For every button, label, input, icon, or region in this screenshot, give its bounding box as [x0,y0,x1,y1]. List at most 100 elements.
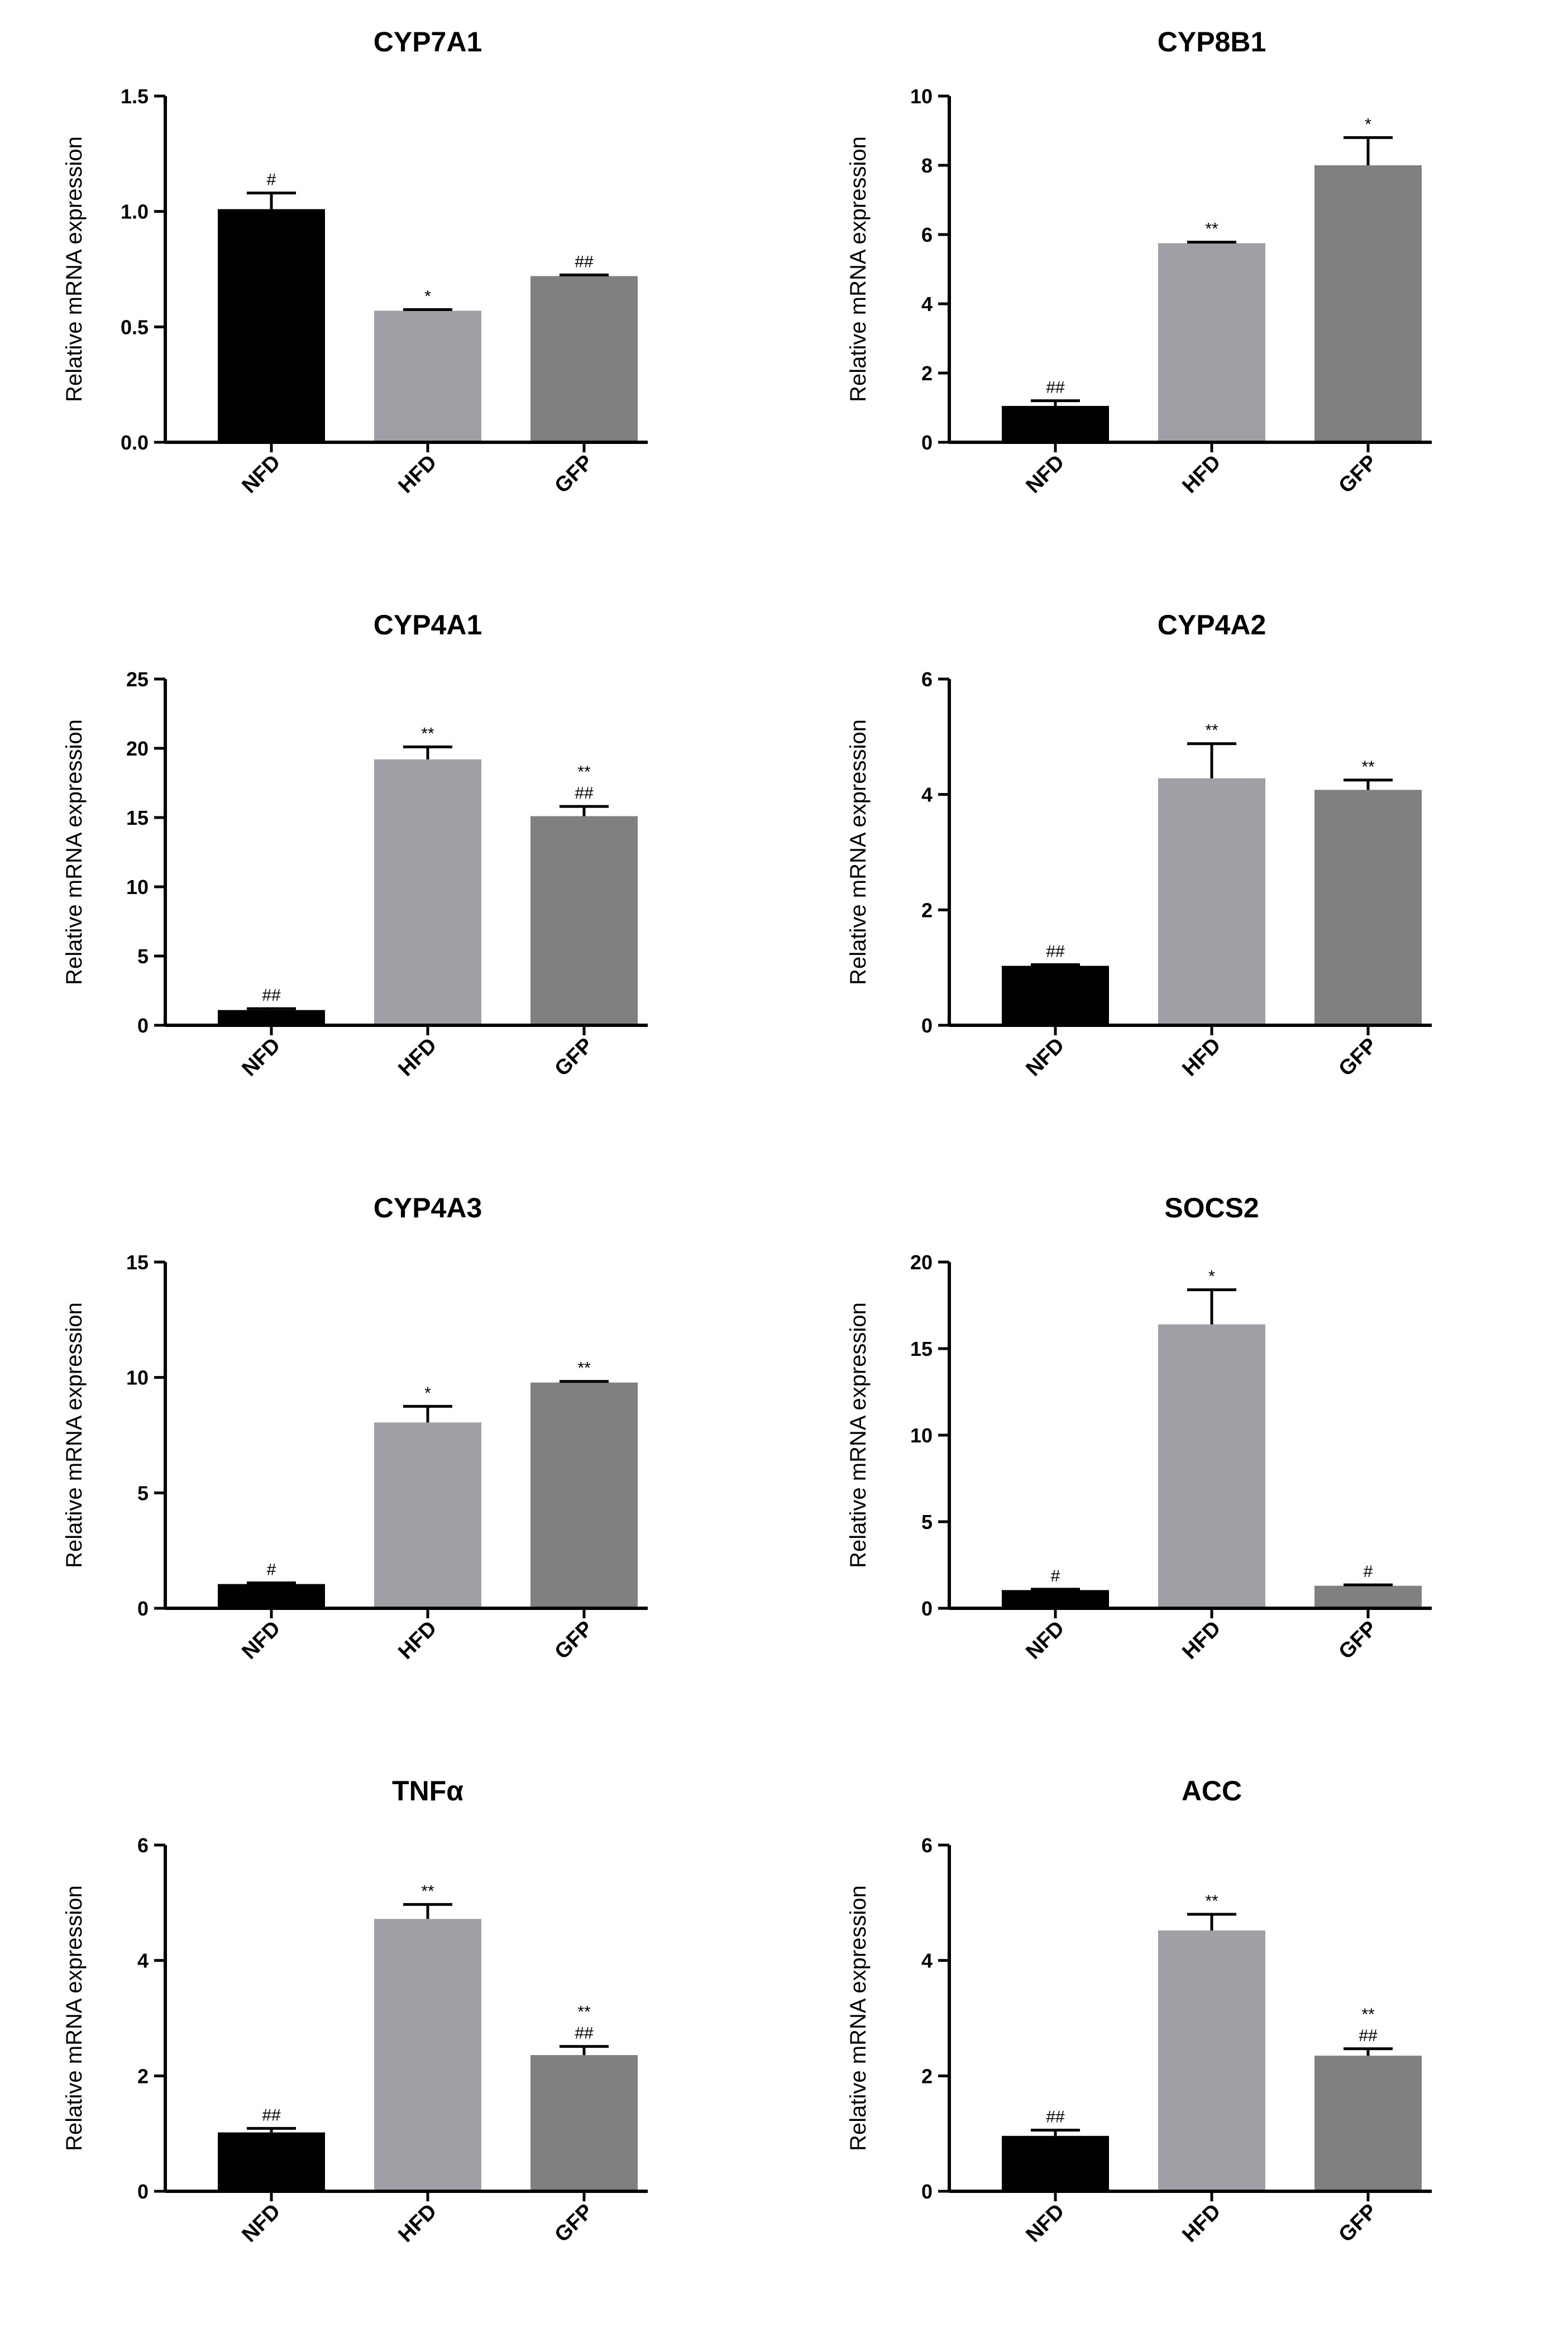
y-tick-label: 20 [126,737,149,760]
significance-label: ## [575,252,594,271]
chart-panel-cyp7a1: CYP7A1 Relative mRNA expression # NFD * HFD ##… [0,0,784,583]
y-tick-label: 0 [137,1014,149,1037]
x-tick-label: GFP [550,1034,597,1081]
bar-nfd [1002,2135,1109,2191]
y-axis-label: Relative mRNA expression [846,719,871,985]
bar-hfd [1158,1930,1265,2191]
x-tick-label: GFP [1334,1034,1381,1081]
significance-label: # [267,1561,276,1579]
chart-svg: CYP7A1 Relative mRNA expression # NFD * HFD ##… [62,26,648,498]
chart-title: CYP4A1 [374,609,482,641]
bar-gfp [1314,2056,1422,2191]
y-tick-label: 4 [137,1949,149,1972]
y-tick-label: 20 [910,1251,933,1274]
x-tick-label: GFP [1334,2200,1381,2247]
x-tick-label: GFP [1334,1617,1381,1664]
chart-title: ACC [1182,1775,1242,1807]
chart-title: CYP8B1 [1158,26,1266,58]
y-tick-label: 6 [921,1834,933,1857]
x-tick-label: GFP [1334,451,1381,498]
chart-svg: ACC Relative mRNA expression ## NFD ** HFD ** #… [846,1775,1432,2247]
x-tick-label: GFP [550,2200,597,2247]
y-tick-label: 10 [126,1366,149,1389]
y-tick-label: 15 [126,806,149,829]
x-tick-label: HFD [1178,1617,1225,1664]
y-axis-label: Relative mRNA expression [62,719,87,985]
bar-gfp [530,2055,638,2191]
bar-nfd [1002,1590,1109,1608]
significance-label: # [267,171,276,189]
y-axis-label: Relative mRNA expression [846,1302,871,1568]
bar-hfd [1158,1324,1265,1608]
bar-hfd [374,1919,481,2191]
y-tick-label: 0 [921,2180,933,2203]
x-tick-label: NFD [1021,1034,1069,1081]
y-tick-label: 6 [921,223,933,246]
bar-gfp [530,276,638,442]
y-tick-label: 2 [921,2065,933,2087]
y-tick-label: 0 [921,1014,933,1037]
y-tick-label: 1.0 [121,200,149,223]
y-tick-label: 5 [921,1511,933,1533]
x-tick-label: HFD [1178,451,1225,498]
bar-nfd [218,209,325,442]
y-axis-label: Relative mRNA expression [62,1302,87,1568]
significance-label: ** [1205,220,1218,238]
y-tick-label: 0.5 [121,316,149,338]
y-tick-label: 15 [126,1251,149,1274]
x-tick-label: GFP [550,451,597,498]
significance-label: ** [1361,758,1375,776]
bar-gfp [530,816,638,1025]
chart-svg: CYP8B1 Relative mRNA expression ## NFD ** HFD… [846,26,1432,498]
x-tick-label: GFP [550,1617,597,1664]
chart-panel-cyp4a3: CYP4A3 Relative mRNA expression # NFD * HFD **… [0,1166,784,1749]
x-tick-label: NFD [237,451,285,498]
significance-label: * [424,1384,431,1402]
y-tick-label: 2 [137,2065,149,2087]
bar-hfd [1158,243,1265,442]
y-tick-label: 1.5 [121,85,149,108]
bar-nfd [1002,966,1109,1025]
chart-title: TNFα [392,1775,463,1807]
bar-nfd [218,2132,325,2191]
y-axis-label: Relative mRNA expression [846,136,871,402]
x-tick-label: HFD [394,2200,441,2247]
chart-panel-cyp4a2: CYP4A2 Relative mRNA expression ## NFD ** HFD… [784,583,1568,1166]
significance-label: ** [577,2003,591,2022]
significance-label: ## [1359,2027,1378,2045]
y-tick-label: 0.0 [121,431,149,454]
bar-nfd [218,1584,325,1608]
x-tick-label: NFD [1021,451,1069,498]
chart-panel-acc: ACC Relative mRNA expression ## NFD ** HFD ** #… [784,1749,1568,2332]
bar-gfp [1314,790,1422,1025]
bar-nfd [218,1010,325,1025]
y-axis-label: Relative mRNA expression [62,1885,87,2151]
bar-hfd [374,1422,481,1608]
y-tick-label: 6 [921,668,933,691]
significance-label: * [1208,1268,1215,1286]
chart-svg: SOCS2 Relative mRNA expression # NFD * HFD # GF… [846,1192,1432,1664]
significance-label: ** [421,725,434,743]
bar-hfd [374,759,481,1025]
y-tick-label: 5 [137,945,149,968]
y-tick-label: 10 [910,1424,933,1447]
bar-hfd [1158,778,1265,1025]
x-tick-label: HFD [394,1617,441,1664]
chart-panel-cyp4a1: CYP4A1 Relative mRNA expression ## NFD ** HFD… [0,583,784,1166]
significance-label: ## [1046,379,1065,397]
y-axis-label: Relative mRNA expression [846,1885,871,2151]
y-tick-label: 25 [126,668,149,691]
significance-label: ** [577,1359,591,1378]
chart-title: CYP4A2 [1158,609,1266,641]
y-tick-label: 0 [921,1597,933,1620]
significance-label: ## [575,2024,594,2043]
y-tick-label: 4 [921,293,933,316]
chart-panel-cyp8b1: CYP8B1 Relative mRNA expression ## NFD ** HFD… [784,0,1568,583]
x-tick-label: NFD [237,1034,285,1081]
chart-svg: CYP4A2 Relative mRNA expression ## NFD ** HFD… [846,609,1432,1081]
y-tick-label: 0 [137,2180,149,2203]
x-tick-label: HFD [1178,2200,1225,2247]
y-tick-label: 2 [921,362,933,385]
y-tick-label: 10 [126,876,149,899]
significance-label: ## [575,784,594,802]
